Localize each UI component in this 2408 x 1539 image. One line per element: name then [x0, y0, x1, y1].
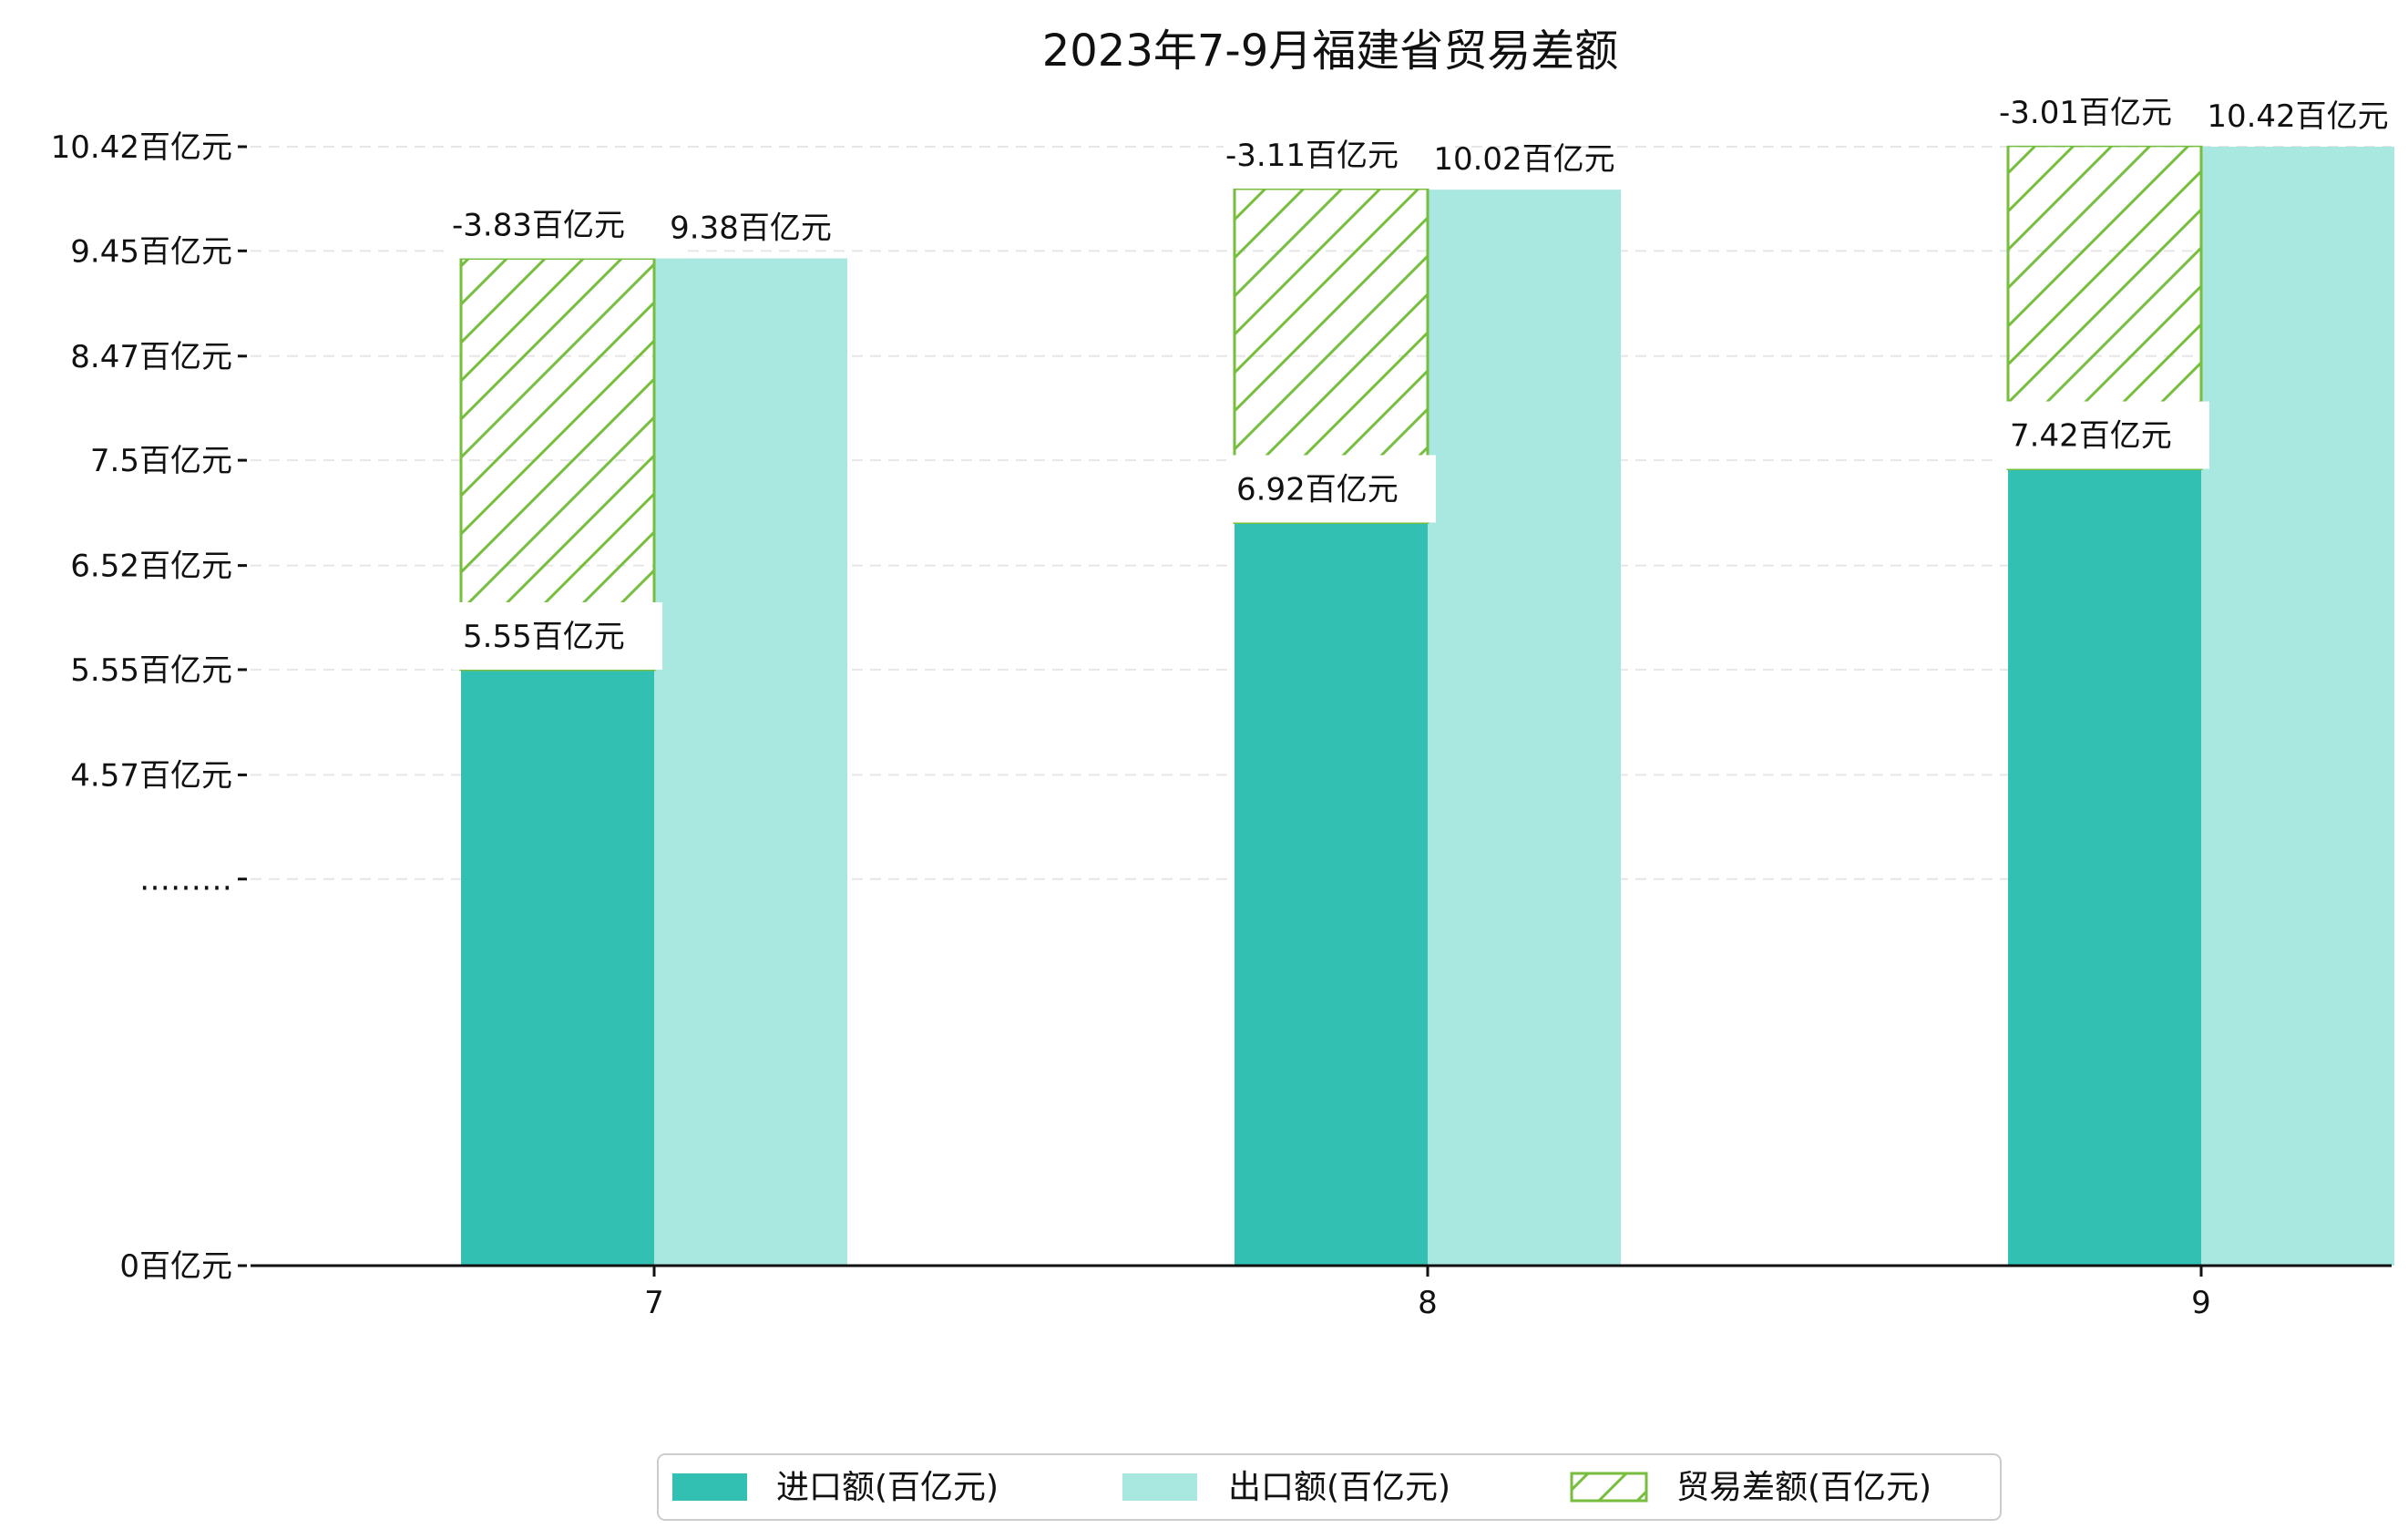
export-value-label-8: 10.02百亿元	[1433, 141, 1614, 178]
export-value-label-9: 10.42百亿元	[2207, 98, 2388, 135]
x-tick-label-8: 8	[1418, 1285, 1438, 1321]
y-axis-ticks: 0百亿元 ……… 4.57百亿元 5.55百亿元 6.52百亿元 7.5百亿元 8.47百亿…	[51, 129, 247, 1285]
y-tick-label-1: ………	[139, 862, 232, 898]
bars-group	[459, 144, 2394, 1266]
import-bar-7	[461, 669, 654, 1266]
balance-value-label-9: -3.01百亿元	[1999, 95, 2172, 131]
balance-label-bg-9	[1997, 77, 2229, 146]
legend-label-export[interactable]: 出口额(百亿元)	[1228, 1469, 1450, 1506]
export-value-label-7: 9.38百亿元	[670, 210, 832, 247]
export-bar-8	[1428, 190, 1621, 1266]
export-bar-7	[654, 258, 847, 1266]
legend-swatch-export	[1122, 1473, 1197, 1501]
import-bar-8	[1235, 522, 1428, 1266]
import-value-label-8: 6.92百亿元	[1236, 471, 1399, 508]
balance-label-bg-7	[450, 190, 681, 259]
y-tick-label-5: 7.5百亿元	[90, 443, 232, 479]
balance-bar-7	[459, 257, 656, 672]
x-axis-ticks: 7 8 9	[644, 1266, 2211, 1321]
import-value-label-9: 7.42百亿元	[2010, 418, 2172, 455]
x-tick-label-9: 9	[2191, 1285, 2211, 1321]
chart-title: 2023年7-9月福建省贸易差额	[1042, 26, 1619, 77]
y-tick-label-8: 10.42百亿元	[51, 129, 232, 166]
x-tick-label-7: 7	[644, 1285, 664, 1321]
legend-swatch-balance	[1570, 1472, 1648, 1503]
y-tick-label-7: 9.45百亿元	[70, 233, 232, 270]
balance-label-bg-8	[1224, 120, 1455, 189]
y-tick-label-6: 8.47百亿元	[70, 339, 232, 375]
legend-swatch-import	[672, 1473, 747, 1501]
import-label-bg-9	[2000, 401, 2209, 469]
data-labels-group: 5.55百亿元 -3.83百亿元 9.38百亿元 6.92百亿元 -3.11百亿元 10.…	[450, 77, 2389, 670]
legend: 进口额(百亿元) 出口额(百亿元) 贸易差额(百亿元)	[657, 1453, 2002, 1521]
legend-label-balance[interactable]: 贸易差额(百亿元)	[1676, 1469, 1932, 1506]
import-bar-9	[2008, 468, 2201, 1266]
balance-value-label-8: -3.11百亿元	[1225, 138, 1399, 174]
balance-value-label-7: -3.83百亿元	[452, 208, 625, 244]
legend-label-import[interactable]: 进口额(百亿元)	[776, 1469, 999, 1506]
y-tick-label-4: 6.52百亿元	[70, 549, 232, 585]
y-tick-label-3: 5.55百亿元	[70, 652, 232, 689]
import-label-bg-8	[1226, 455, 1436, 523]
y-tick-label-2: 4.57百亿元	[70, 757, 232, 794]
import-label-bg-7	[453, 601, 662, 670]
y-tick-label-0: 0百亿元	[119, 1248, 232, 1285]
export-bar-9	[2201, 147, 2394, 1266]
legend-frame	[657, 1453, 2002, 1521]
import-value-label-7: 5.55百亿元	[463, 619, 625, 655]
